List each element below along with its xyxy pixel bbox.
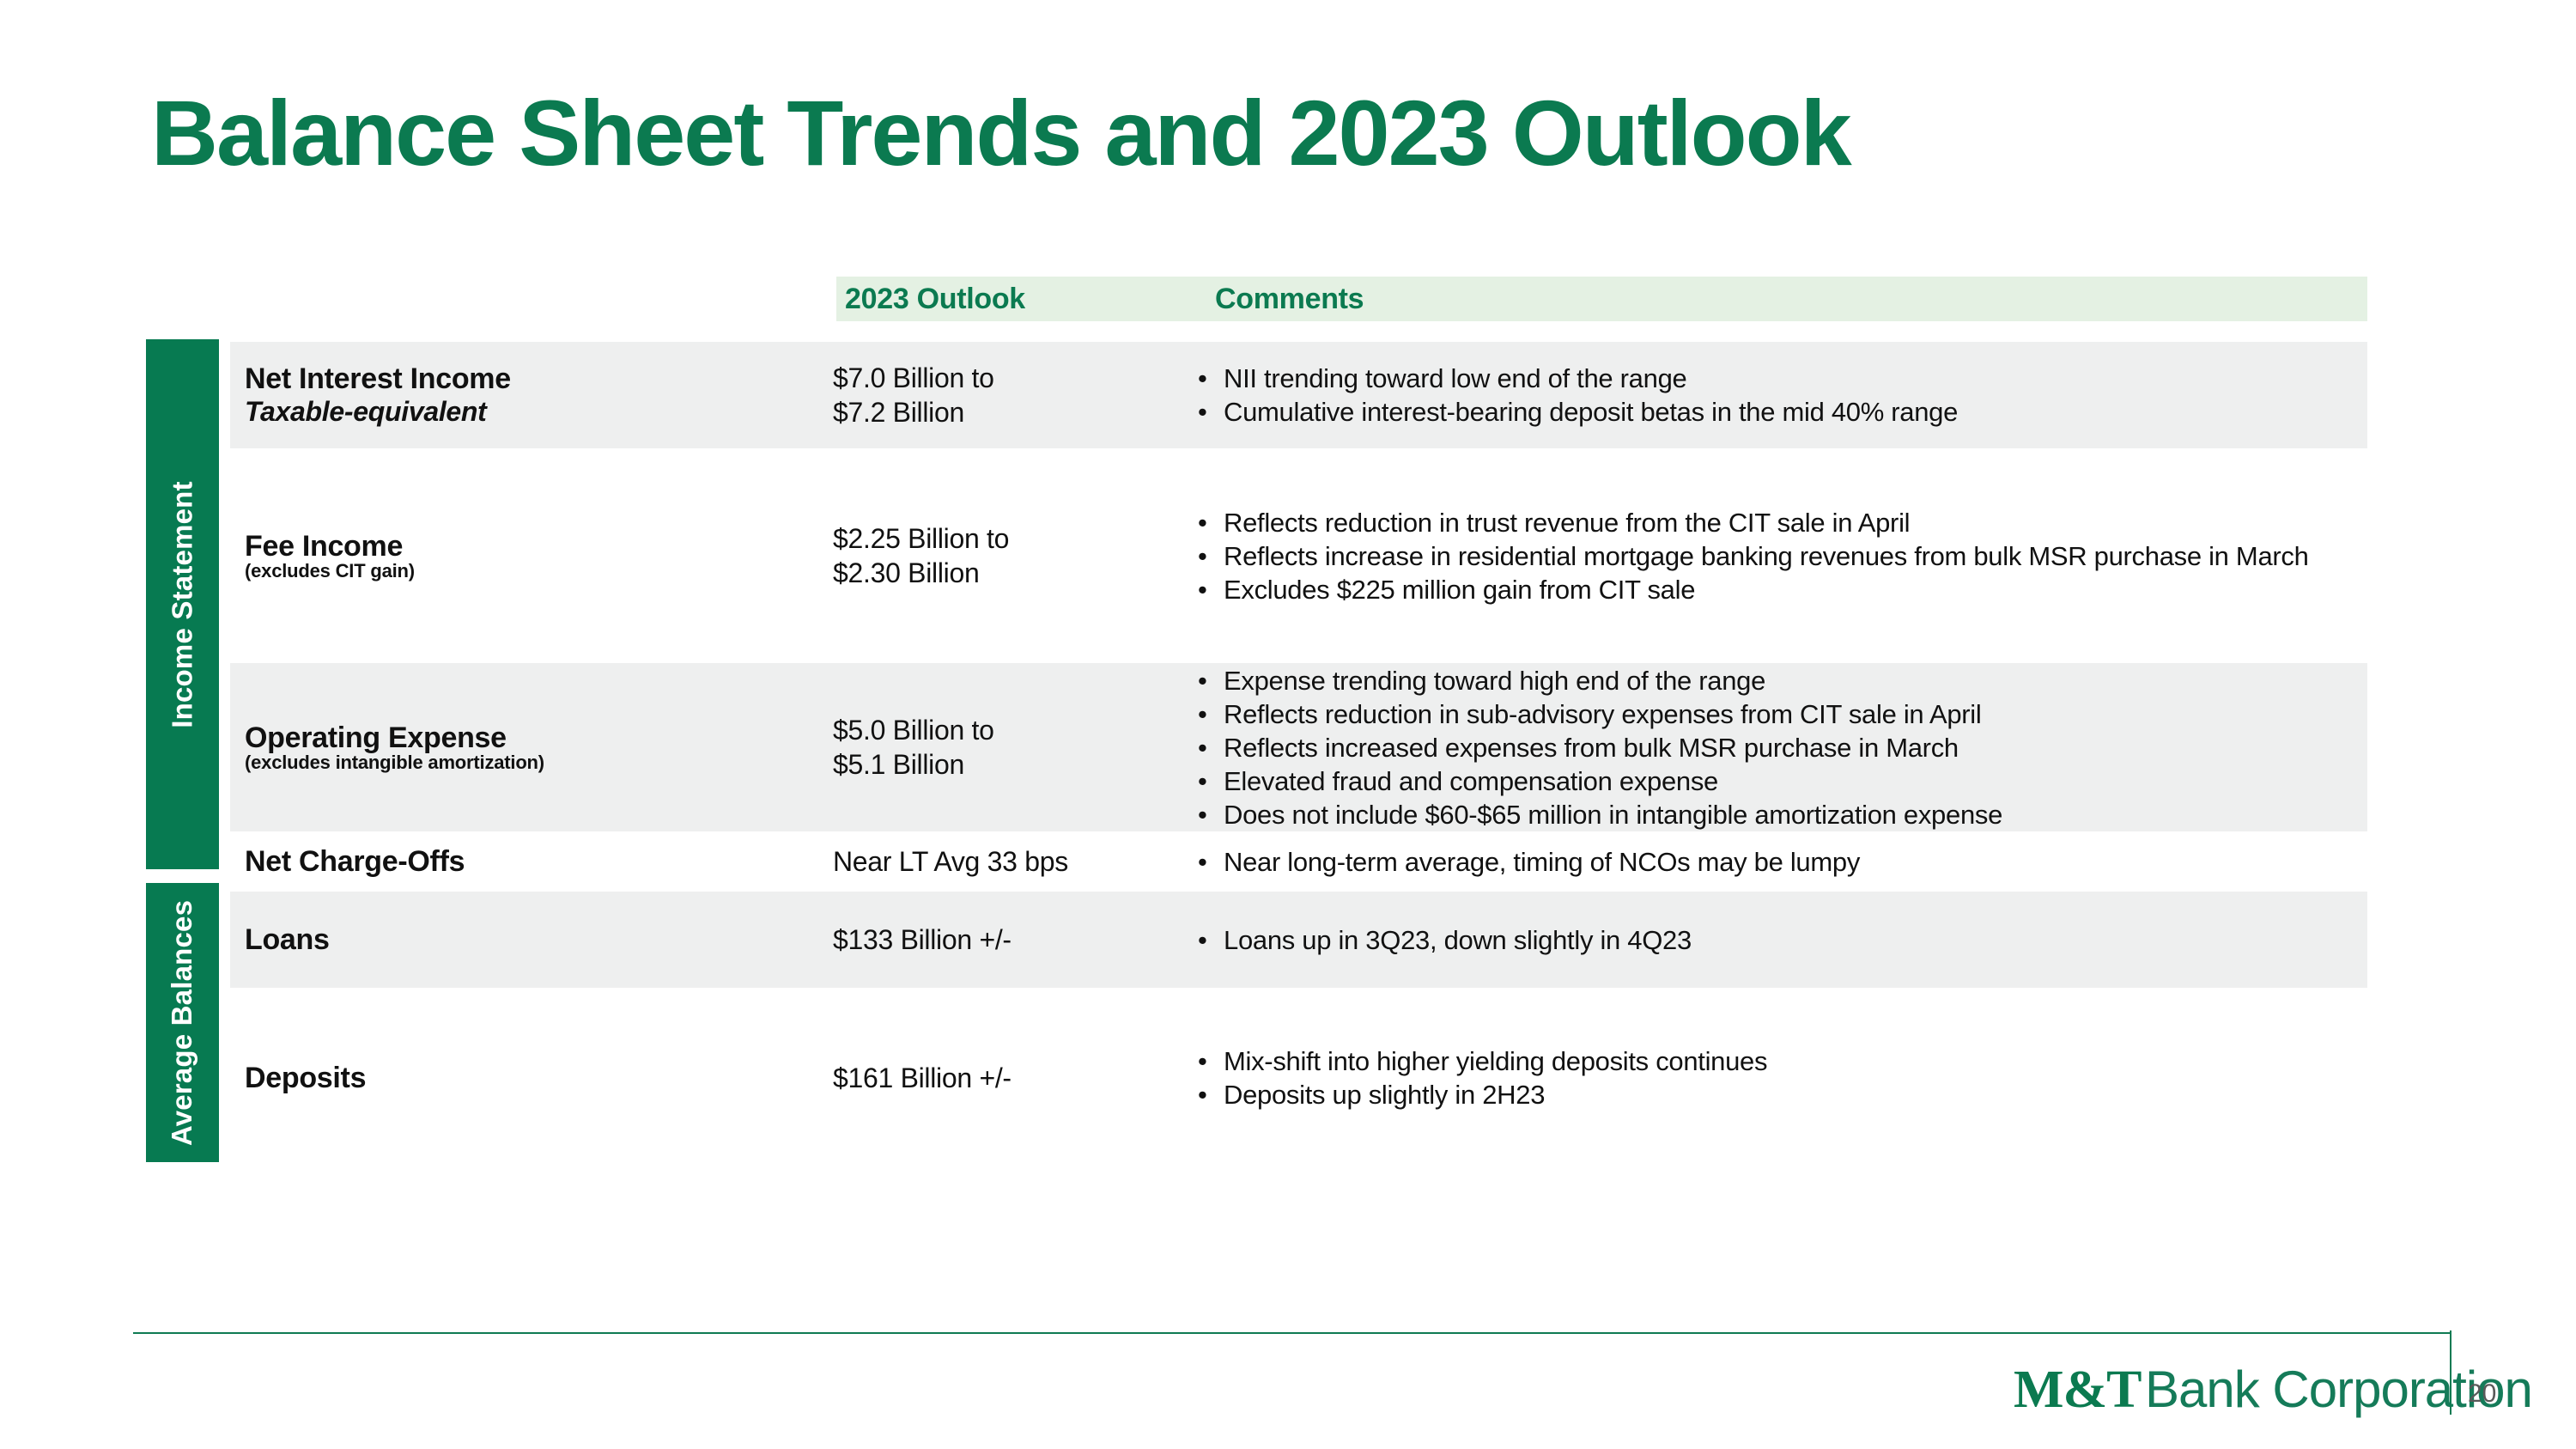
comment-bullet: Mix-shift into higher yielding deposits …: [1198, 1044, 2367, 1078]
outlook-line: $5.0 Billion to: [833, 715, 994, 746]
group-label-income-statement: Income Statement: [166, 480, 198, 728]
row-label: Net Charge-Offs: [245, 845, 465, 878]
row-label: Net Interest Income: [245, 362, 511, 395]
group-bar-income-statement: Income Statement: [146, 339, 219, 869]
table-row-operating-expense: Operating Expense (excludes intangible a…: [230, 663, 2367, 831]
row-outlook-cell: $5.0 Billion to $5.1 Billion: [833, 713, 1198, 782]
group-bar-average-balances: Average Balances: [146, 883, 219, 1162]
table-row-net-interest-income: Net Interest Income Taxable-equivalent $…: [230, 342, 2367, 448]
table-row-net-charge-offs: Net Charge-Offs Near LT Avg 33 bps Near …: [230, 831, 2367, 892]
outlook-line: $7.0 Billion to: [833, 362, 994, 393]
column-header-outlook: 2023 Outlook: [845, 282, 1025, 315]
logo-mt-mark: M&T: [2014, 1361, 2142, 1419]
row-comments-cell: NII trending toward low end of the range…: [1198, 362, 2367, 429]
row-comments-cell: Mix-shift into higher yielding deposits …: [1198, 1044, 2367, 1111]
comment-bullet: Excludes $225 million gain from CIT sale: [1198, 573, 2367, 606]
table-row-fee-income: Fee Income (excludes CIT gain) $2.25 Bil…: [230, 448, 2367, 663]
column-header-comments: Comments: [1215, 282, 1364, 315]
logo-company-name: Bank Corporation: [2144, 1361, 2533, 1418]
table-row-loans: Loans $133 Billion +/- Loans up in 3Q23,…: [230, 892, 2367, 988]
row-note: (excludes intangible amortization): [245, 752, 544, 773]
row-outlook-cell: $7.0 Billion to $7.2 Billion: [833, 361, 1198, 429]
row-label-cell: Net Interest Income Taxable-equivalent: [230, 362, 833, 428]
comment-bullet: Reflects reduction in sub-advisory expen…: [1198, 697, 2367, 731]
row-comments-cell: Loans up in 3Q23, down slightly in 4Q23: [1198, 923, 2367, 957]
comment-bullet: Reflects increased expenses from bulk MS…: [1198, 731, 2367, 764]
row-label-cell: Net Charge-Offs: [230, 845, 833, 878]
row-label-cell: Operating Expense (excludes intangible a…: [230, 721, 833, 773]
comment-bullet: Expense trending toward high end of the …: [1198, 664, 2367, 697]
footer-divider: [2450, 1330, 2451, 1415]
row-label: Loans: [245, 923, 330, 956]
row-label: Operating Expense: [245, 721, 507, 754]
comment-bullet: Deposits up slightly in 2H23: [1198, 1078, 2367, 1111]
row-label-cell: Deposits: [230, 1062, 833, 1094]
outlook-line: $5.1 Billion: [833, 749, 964, 780]
outlook-line: $7.2 Billion: [833, 397, 964, 428]
row-note: (excludes CIT gain): [245, 560, 415, 581]
page-title: Balance Sheet Trends and 2023 Outlook: [151, 81, 1852, 185]
comment-bullet: Reflects increase in residential mortgag…: [1198, 539, 2367, 573]
row-outlook-cell: $2.25 Billion to $2.30 Billion: [833, 521, 1198, 590]
comment-bullet: Elevated fraud and compensation expense: [1198, 764, 2367, 798]
company-logo: M&T Bank Corporation: [2014, 1360, 2533, 1421]
row-label-cell: Loans: [230, 923, 833, 956]
row-outlook-cell: Near LT Avg 33 bps: [833, 844, 1198, 879]
row-sublabel: Taxable-equivalent: [245, 396, 487, 427]
comment-bullet: Reflects reduction in trust revenue from…: [1198, 506, 2367, 539]
row-outlook-cell: $161 Billion +/-: [833, 1061, 1198, 1095]
comment-bullet: Does not include $60-$65 million in inta…: [1198, 798, 2367, 831]
group-label-average-balances: Average Balances: [166, 899, 198, 1146]
outlook-line: Near LT Avg 33 bps: [833, 846, 1068, 877]
comment-bullet: Cumulative interest-bearing deposit beta…: [1198, 395, 2367, 429]
row-outlook-cell: $133 Billion +/-: [833, 922, 1198, 957]
row-label: Fee Income: [245, 530, 404, 563]
row-comments-cell: Reflects reduction in trust revenue from…: [1198, 506, 2367, 606]
table-row-deposits: Deposits $161 Billion +/- Mix-shift into…: [230, 988, 2367, 1168]
outlook-line: $2.30 Billion: [833, 557, 980, 588]
comment-bullet: Loans up in 3Q23, down slightly in 4Q23: [1198, 923, 2367, 957]
row-comments-cell: Expense trending toward high end of the …: [1198, 664, 2367, 831]
outlook-line: $2.25 Billion to: [833, 523, 1010, 554]
comment-bullet: Near long-term average, timing of NCOs m…: [1198, 845, 2367, 879]
row-label-cell: Fee Income (excludes CIT gain): [230, 530, 833, 581]
footer-rule: [133, 1332, 2450, 1334]
outlook-line: $161 Billion +/-: [833, 1062, 1012, 1093]
page-number: 20: [2468, 1379, 2497, 1408]
row-label: Deposits: [245, 1062, 367, 1094]
table-header-band: 2023 Outlook Comments: [836, 277, 2367, 321]
row-comments-cell: Near long-term average, timing of NCOs m…: [1198, 845, 2367, 879]
comment-bullet: NII trending toward low end of the range: [1198, 362, 2367, 395]
outlook-line: $133 Billion +/-: [833, 924, 1012, 955]
